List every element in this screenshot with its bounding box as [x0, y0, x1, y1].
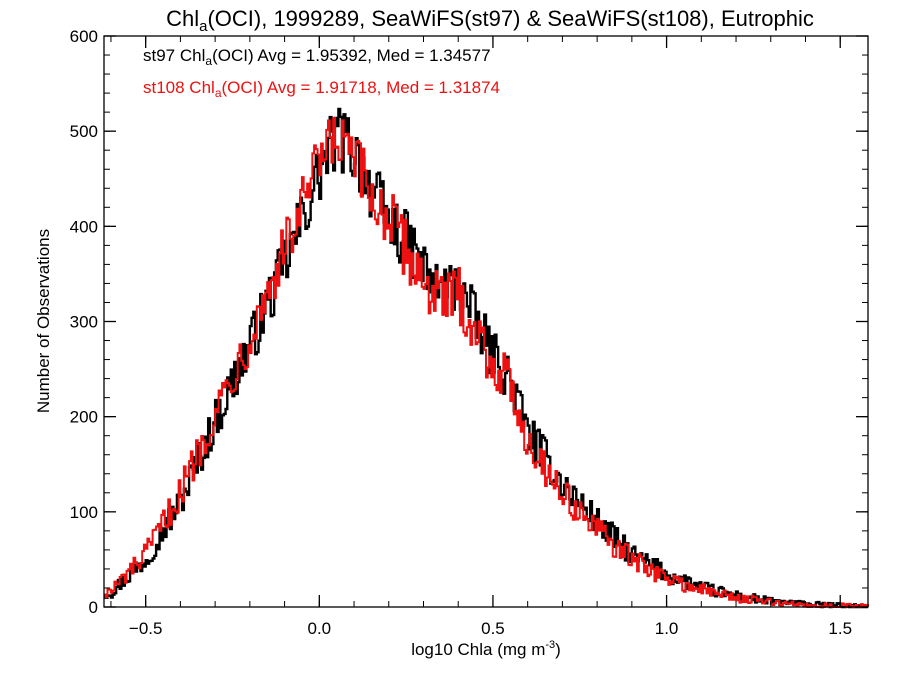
- legend-entry-st97: st97 Chla(OCI) Avg = 1.95392, Med = 1.34…: [143, 46, 491, 68]
- y-tick-label: 100: [70, 503, 98, 522]
- x-tick-label: 0.0: [307, 619, 331, 638]
- chart-title: Chla(OCI), 1999289, SeaWiFS(st97) & SeaW…: [166, 6, 814, 35]
- chart-title-suffix: (OCI), 1999289, SeaWiFS(st97) & SeaWiFS(…: [207, 6, 813, 31]
- legend-st108-subscript: a: [215, 86, 222, 100]
- y-tick-label: 300: [70, 313, 98, 332]
- y-tick-label: 0: [89, 598, 98, 617]
- y-tick-label: 200: [70, 408, 98, 427]
- x-tick-label: 1.5: [828, 619, 852, 638]
- legend-st97-subscript: a: [205, 54, 212, 68]
- x-axis-label-close: ): [555, 640, 561, 659]
- legend-st108-prefix: st108 Chl: [143, 78, 215, 97]
- x-axis-label: log10 Chla (mg m-3): [411, 639, 561, 659]
- chart-title-subscript: a: [199, 18, 208, 35]
- y-tick-label: 600: [70, 27, 98, 46]
- x-axis-label-superscript: -3: [545, 639, 555, 651]
- y-axis-label: Number of Observations: [34, 229, 53, 413]
- series-layer: [104, 107, 869, 609]
- legend-st97-suffix: (OCI) Avg = 1.95392, Med = 1.34577: [212, 46, 490, 65]
- y-tick-label: 400: [70, 217, 98, 236]
- tick-layer: −0.5 0.0 0.5 1.0 1.5 0 100 200 300 400 500 600: [70, 27, 868, 638]
- chart-title-prefix: Chl: [166, 6, 199, 31]
- series-st108-histogram: [104, 116, 869, 608]
- legend-entry-st108: st108 Chla(OCI) Avg = 1.91718, Med = 1.3…: [143, 78, 500, 100]
- x-tick-label: 0.5: [481, 619, 505, 638]
- x-axis-label-main: log10 Chla (mg m: [411, 640, 545, 659]
- x-tick-label: −0.5: [129, 619, 163, 638]
- legend-st108-suffix: (OCI) Avg = 1.91718, Med = 1.31874: [222, 78, 500, 97]
- legend-st97-prefix: st97 Chl: [143, 46, 205, 65]
- x-tick-label: 1.0: [655, 619, 679, 638]
- y-tick-label: 500: [70, 122, 98, 141]
